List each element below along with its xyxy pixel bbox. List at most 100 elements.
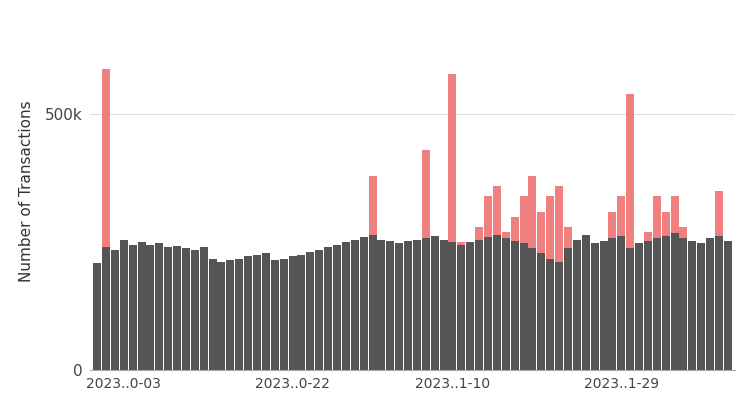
Bar	[626, 94, 634, 370]
Bar	[155, 243, 164, 370]
Bar	[715, 191, 723, 370]
Bar	[271, 260, 279, 370]
Bar	[200, 247, 208, 370]
Bar	[351, 240, 358, 370]
Bar	[546, 196, 554, 370]
Bar	[137, 329, 146, 370]
Bar	[351, 342, 358, 370]
Bar	[520, 243, 527, 370]
Bar	[476, 240, 483, 370]
Bar	[190, 250, 199, 370]
Bar	[617, 196, 626, 370]
Bar	[458, 245, 465, 370]
Bar	[244, 256, 252, 370]
Bar	[440, 268, 448, 370]
Bar	[342, 242, 350, 370]
Bar	[190, 349, 199, 370]
Bar	[271, 344, 279, 370]
Bar	[129, 355, 136, 370]
Bar	[698, 298, 705, 370]
Bar	[715, 236, 723, 370]
Bar	[137, 242, 146, 370]
Bar	[395, 243, 404, 370]
Bar	[652, 238, 661, 370]
Bar	[591, 252, 598, 370]
Bar	[120, 319, 128, 370]
Bar	[173, 344, 181, 370]
Bar	[368, 235, 376, 370]
Bar	[164, 247, 172, 370]
Bar	[333, 339, 341, 370]
Bar	[635, 298, 643, 370]
Bar	[520, 196, 527, 370]
Bar	[164, 349, 172, 370]
Bar	[688, 241, 696, 370]
Bar	[573, 240, 580, 370]
Bar	[430, 236, 439, 370]
Bar	[342, 342, 350, 370]
Bar	[386, 278, 394, 370]
Bar	[217, 355, 226, 370]
Bar	[209, 259, 217, 370]
Bar	[670, 196, 679, 370]
Bar	[448, 242, 457, 370]
Bar	[652, 196, 661, 370]
Bar	[670, 233, 679, 370]
Bar	[253, 255, 261, 370]
Bar	[360, 339, 368, 370]
Bar	[680, 238, 688, 370]
Bar	[582, 235, 590, 370]
Bar	[129, 245, 136, 370]
Bar	[448, 74, 457, 370]
Bar	[680, 227, 688, 370]
Bar	[458, 242, 465, 370]
Bar	[280, 259, 288, 370]
Bar	[102, 247, 110, 370]
Bar	[377, 240, 386, 370]
Bar	[93, 288, 101, 370]
Bar	[236, 349, 243, 370]
Bar	[599, 258, 608, 370]
Bar	[493, 235, 501, 370]
Bar	[289, 339, 296, 370]
Bar	[537, 212, 545, 370]
Bar	[182, 347, 190, 370]
Bar	[413, 281, 421, 370]
Bar	[511, 241, 519, 370]
Bar	[644, 232, 652, 370]
Bar	[324, 342, 332, 370]
Bar	[289, 256, 296, 370]
Bar	[333, 245, 341, 370]
Bar	[315, 250, 323, 370]
Bar	[226, 260, 234, 370]
Bar	[298, 337, 305, 370]
Bar	[111, 250, 118, 370]
Bar	[529, 176, 536, 370]
Bar	[484, 196, 492, 370]
Bar	[226, 352, 234, 370]
Bar	[440, 240, 448, 370]
Bar	[573, 242, 580, 370]
Bar	[724, 241, 732, 370]
Bar	[173, 246, 181, 370]
Bar	[617, 236, 626, 370]
Bar	[706, 298, 714, 370]
Bar	[236, 259, 243, 370]
Y-axis label: Number of Transactions: Number of Transactions	[20, 100, 34, 282]
Bar	[209, 349, 217, 370]
Bar	[555, 186, 563, 370]
Bar	[591, 243, 598, 370]
Bar	[493, 186, 501, 370]
Bar	[155, 352, 164, 370]
Bar	[422, 150, 430, 370]
Bar	[111, 344, 118, 370]
Bar	[262, 254, 270, 370]
Bar	[626, 248, 634, 370]
Bar	[688, 298, 696, 370]
Bar	[146, 349, 154, 370]
Bar	[422, 238, 430, 370]
Bar	[146, 245, 154, 370]
Bar	[662, 236, 670, 370]
Bar	[724, 303, 732, 370]
Bar	[662, 212, 670, 370]
